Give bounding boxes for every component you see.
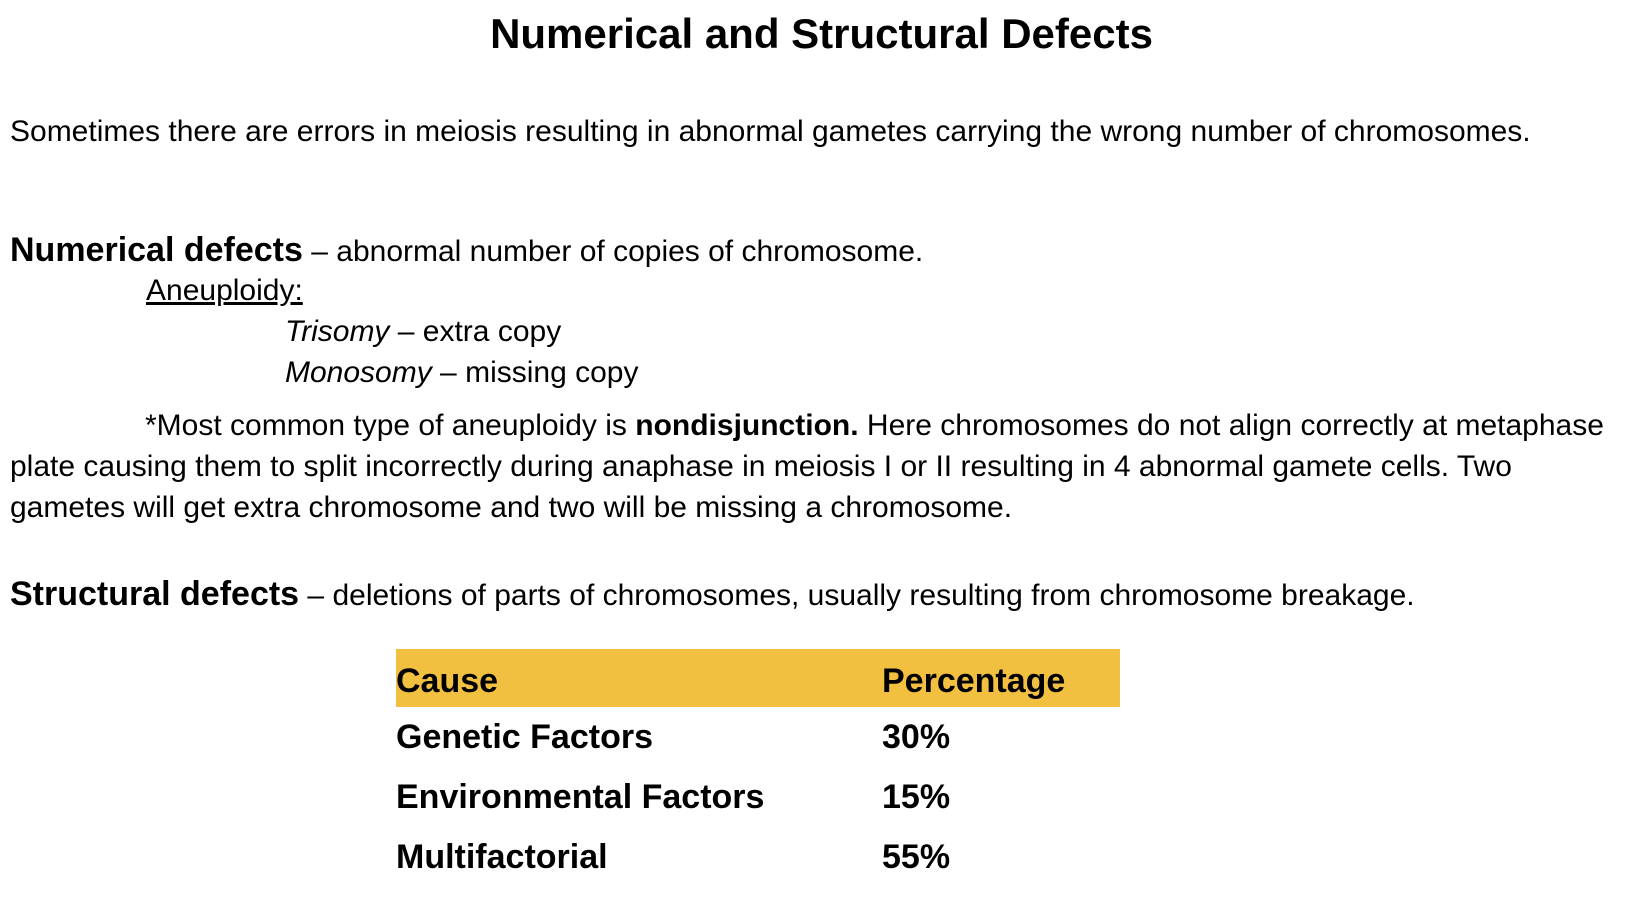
percentage-cell: 15% (882, 777, 951, 816)
intro-paragraph: Sometimes there are errors in meiosis re… (10, 115, 1531, 148)
numerical-defects-definition: – abnormal number of copies of chromosom… (302, 235, 924, 268)
structural-defects-line: Structural defects – deletions of parts … (10, 574, 1415, 616)
numerical-defects-term: Numerical defects (10, 231, 303, 269)
monosomy-line: Monosomy – missing copy (285, 353, 638, 393)
cause-cell: Genetic Factors (396, 717, 653, 756)
table-row: Genetic Factors 30% (396, 707, 1120, 767)
trisomy-definition: – extra copy (389, 315, 562, 348)
cause-cell: Multifactorial (396, 837, 608, 876)
trisomy-term: Trisomy (285, 315, 390, 348)
trisomy-line: Trisomy – extra copy (285, 312, 561, 352)
header-percentage: Percentage (882, 649, 1120, 707)
header-cause: Cause (396, 649, 882, 707)
nondisjunction-note: *Most common type of aneuploidy is nondi… (10, 405, 1635, 528)
structural-defects-definition: – deletions of parts of chromosomes, usu… (299, 579, 1415, 612)
table-header-row: Cause Percentage (396, 649, 1120, 707)
cause-cell: Environmental Factors (396, 777, 765, 816)
aneuploidy-label: Aneuploidy: (146, 274, 303, 307)
table-row: Environmental Factors 15% (396, 767, 1120, 827)
aneuploidy-label-line: Aneuploidy: (146, 271, 303, 311)
causes-table: Cause Percentage Genetic Factors 30% Env… (396, 649, 1120, 887)
structural-defects-term: Structural defects (10, 575, 300, 613)
monosomy-term: Monosomy (285, 356, 432, 389)
page-title: Numerical and Structural Defects (490, 10, 1153, 57)
percentage-cell: 30% (882, 717, 951, 756)
table-row: Multifactorial 55% (396, 827, 1120, 887)
numerical-defects-line: Numerical defects – abnormal number of c… (10, 230, 923, 272)
note-bold-term: nondisjunction. (635, 409, 859, 442)
note-prefix: *Most common type of aneuploidy is (145, 409, 636, 442)
monosomy-definition: – missing copy (431, 356, 639, 389)
note-rest: Here chromosomes do not align correctly … (10, 409, 1604, 524)
percentage-cell: 55% (882, 837, 951, 876)
